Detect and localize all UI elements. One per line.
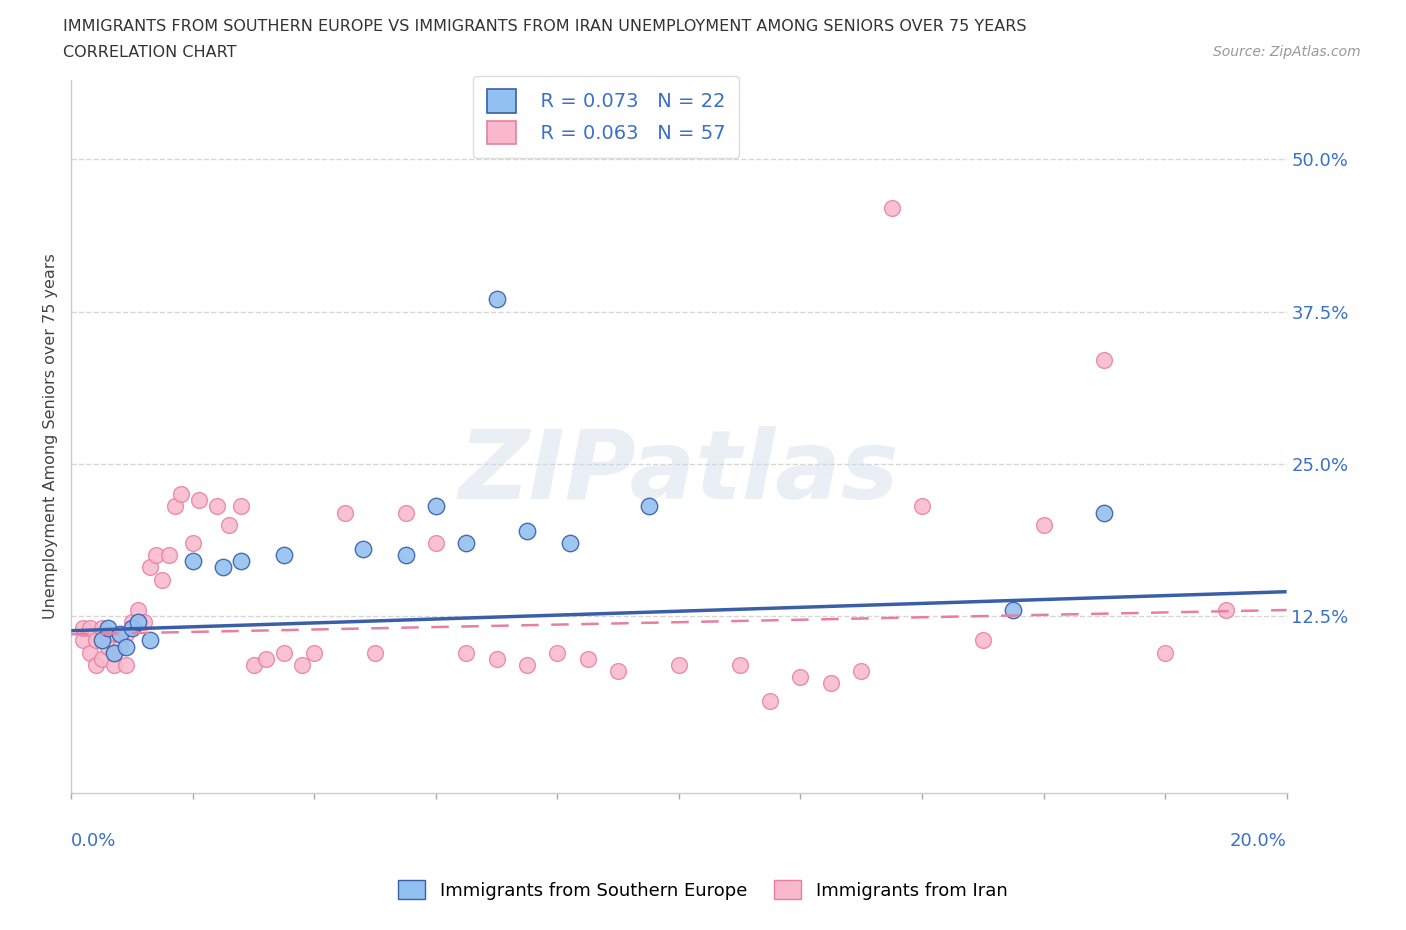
Point [134,615,156,630]
Point [97,639,120,654]
Point [231,499,253,514]
Point [115,639,138,654]
Point [485,651,508,666]
Point [157,548,180,563]
Point [394,505,416,520]
Point [108,627,131,642]
Point [789,670,811,684]
Text: 0.0%: 0.0% [72,831,117,850]
Point [187,493,209,508]
Point [103,658,125,672]
Point [212,560,235,575]
Y-axis label: Unemployment Among Seniors over 75 years: Unemployment Among Seniors over 75 years [44,254,58,619]
Point [108,639,131,654]
Point [352,541,374,556]
Point [972,633,994,648]
Point [364,645,387,660]
Point [1092,352,1115,367]
Point [181,536,204,551]
Point [97,621,120,636]
Point [72,621,94,636]
Point [668,658,690,672]
Point [1092,505,1115,520]
Point [90,633,112,648]
Point [607,663,630,678]
Point [205,499,228,514]
Point [820,676,842,691]
Point [456,645,478,660]
Point [394,548,416,563]
Point [127,615,149,630]
Point [163,499,186,514]
Point [103,645,125,660]
Point [880,201,903,216]
Point [79,645,101,660]
Point [456,536,478,551]
Point [333,505,356,520]
Point [516,658,538,672]
Point [759,694,782,709]
Point [103,645,125,660]
Point [516,524,538,538]
Point [139,560,162,575]
Point [273,548,295,563]
Point [851,663,873,678]
Point [231,554,253,569]
Point [425,536,447,551]
Point [576,651,599,666]
Text: CORRELATION CHART: CORRELATION CHART [63,45,236,60]
Point [97,627,120,642]
Text: Source: ZipAtlas.com: Source: ZipAtlas.com [1213,45,1361,59]
Point [1032,517,1054,532]
Point [291,658,314,672]
Point [304,645,326,660]
Point [242,658,264,672]
Legend: Immigrants from Southern Europe, Immigrants from Iran: Immigrants from Southern Europe, Immigra… [391,873,1015,907]
Point [145,548,167,563]
Point [425,499,447,514]
Point [115,658,138,672]
Point [218,517,240,532]
Point [127,603,149,618]
Point [1002,603,1025,618]
Point [72,633,94,648]
Point [90,621,112,636]
Point [84,658,107,672]
Point [911,499,934,514]
Point [90,651,112,666]
Point [254,651,277,666]
Text: IMMIGRANTS FROM SOUTHERN EUROPE VS IMMIGRANTS FROM IRAN UNEMPLOYMENT AMONG SENIO: IMMIGRANTS FROM SOUTHERN EUROPE VS IMMIG… [63,19,1026,33]
Point [1154,645,1177,660]
Point [121,621,143,636]
Point [79,621,101,636]
Point [1215,603,1237,618]
Legend:   R = 0.073   N = 22,   R = 0.063   N = 57: R = 0.073 N = 22, R = 0.063 N = 57 [474,75,740,158]
Point [152,572,174,587]
Point [728,658,751,672]
Point [121,615,143,630]
Point [139,633,162,648]
Point [84,633,107,648]
Point [181,554,204,569]
Point [546,645,568,660]
Point [637,499,659,514]
Point [273,645,295,660]
Text: ZIPatlas: ZIPatlas [458,426,900,519]
Point [558,536,581,551]
Point [170,486,193,501]
Text: 20.0%: 20.0% [1230,831,1286,850]
Point [115,627,138,642]
Point [485,292,508,307]
